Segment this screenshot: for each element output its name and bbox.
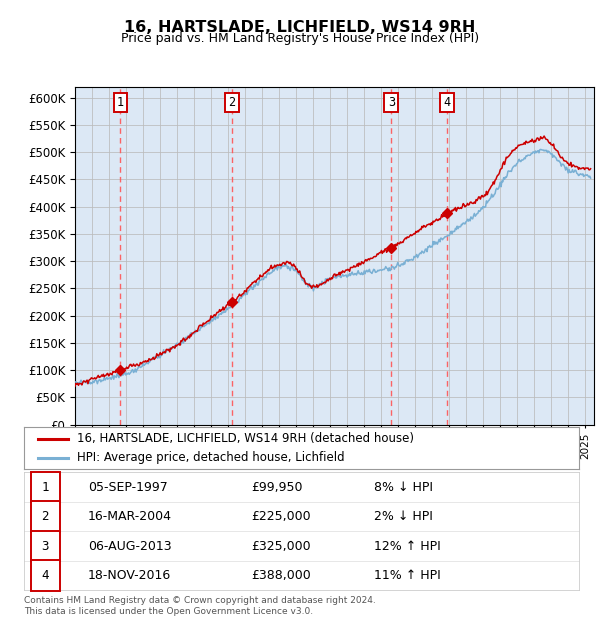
FancyBboxPatch shape <box>31 502 59 532</box>
Text: 05-SEP-1997: 05-SEP-1997 <box>88 480 167 494</box>
FancyBboxPatch shape <box>31 560 59 591</box>
Text: £325,000: £325,000 <box>251 539 311 552</box>
Text: 3: 3 <box>388 96 395 109</box>
Text: 8% ↓ HPI: 8% ↓ HPI <box>374 480 433 494</box>
Text: £99,950: £99,950 <box>251 480 303 494</box>
Text: 2: 2 <box>228 96 235 109</box>
Text: 12% ↑ HPI: 12% ↑ HPI <box>374 539 440 552</box>
Text: 3: 3 <box>41 539 49 552</box>
Text: 4: 4 <box>444 96 451 109</box>
FancyBboxPatch shape <box>31 472 59 502</box>
Text: 11% ↑ HPI: 11% ↑ HPI <box>374 569 440 582</box>
Text: 16, HARTSLADE, LICHFIELD, WS14 9RH: 16, HARTSLADE, LICHFIELD, WS14 9RH <box>124 20 476 35</box>
Text: 2% ↓ HPI: 2% ↓ HPI <box>374 510 433 523</box>
Text: HPI: Average price, detached house, Lichfield: HPI: Average price, detached house, Lich… <box>77 451 344 464</box>
Text: 16, HARTSLADE, LICHFIELD, WS14 9RH (detached house): 16, HARTSLADE, LICHFIELD, WS14 9RH (deta… <box>77 432 414 445</box>
Text: 16-MAR-2004: 16-MAR-2004 <box>88 510 172 523</box>
Text: 1: 1 <box>117 96 124 109</box>
Text: £225,000: £225,000 <box>251 510 311 523</box>
Text: 06-AUG-2013: 06-AUG-2013 <box>88 539 172 552</box>
Text: Price paid vs. HM Land Registry's House Price Index (HPI): Price paid vs. HM Land Registry's House … <box>121 32 479 45</box>
FancyBboxPatch shape <box>31 531 59 561</box>
Text: 4: 4 <box>41 569 49 582</box>
Text: £388,000: £388,000 <box>251 569 311 582</box>
Text: Contains HM Land Registry data © Crown copyright and database right 2024.
This d: Contains HM Land Registry data © Crown c… <box>24 596 376 616</box>
Text: 1: 1 <box>41 480 49 494</box>
Text: 2: 2 <box>41 510 49 523</box>
Text: 18-NOV-2016: 18-NOV-2016 <box>88 569 171 582</box>
